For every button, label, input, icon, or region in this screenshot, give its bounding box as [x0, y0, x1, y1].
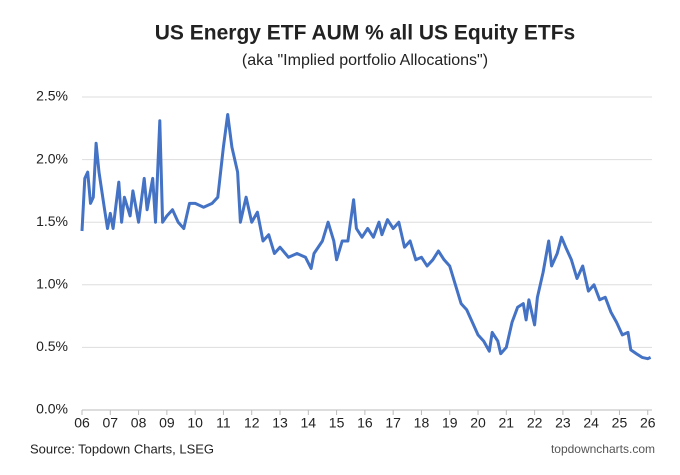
x-tick-label: 13 — [272, 415, 288, 431]
x-tick-label: 19 — [442, 415, 458, 431]
x-tick-label: 12 — [244, 415, 260, 431]
x-tick-label: 08 — [131, 415, 147, 431]
y-tick-label: 1.5% — [36, 213, 68, 229]
x-tick-label: 18 — [414, 415, 430, 431]
x-tick-label: 06 — [74, 415, 90, 431]
line-series — [80, 113, 652, 361]
x-tick-label: 09 — [159, 415, 175, 431]
chart-title: US Energy ETF AUM % all US Equity ETFs — [155, 22, 575, 45]
x-tick-label: 23 — [555, 415, 571, 431]
chart-subtitle: (aka "Implied portfolio Allocations") — [242, 52, 488, 69]
y-tick-label: 1.0% — [36, 276, 68, 292]
y-tick-label: 0.5% — [36, 338, 68, 354]
x-tick-label: 25 — [612, 415, 628, 431]
y-tick-label: 0.0% — [36, 401, 68, 417]
x-tick-label: 10 — [187, 415, 203, 431]
x-tick-label: 26 — [640, 415, 656, 431]
y-tick-label: 2.5% — [36, 88, 68, 104]
x-tick-label: 16 — [357, 415, 373, 431]
x-tick-label: 17 — [385, 415, 401, 431]
x-tick-label: 21 — [499, 415, 515, 431]
x-tick-label: 24 — [583, 415, 599, 431]
x-tick-label: 22 — [527, 415, 543, 431]
y-tick-label: 2.0% — [36, 150, 68, 166]
credit: topdowncharts.com — [551, 442, 655, 456]
x-tick-label: 14 — [301, 415, 317, 431]
source: Source: Topdown Charts, LSEG — [30, 441, 214, 456]
x-tick-label: 15 — [329, 415, 345, 431]
x-tick-label: 07 — [102, 415, 118, 431]
x-tick-label: 20 — [470, 415, 486, 431]
x-tick-label: 11 — [216, 415, 231, 431]
